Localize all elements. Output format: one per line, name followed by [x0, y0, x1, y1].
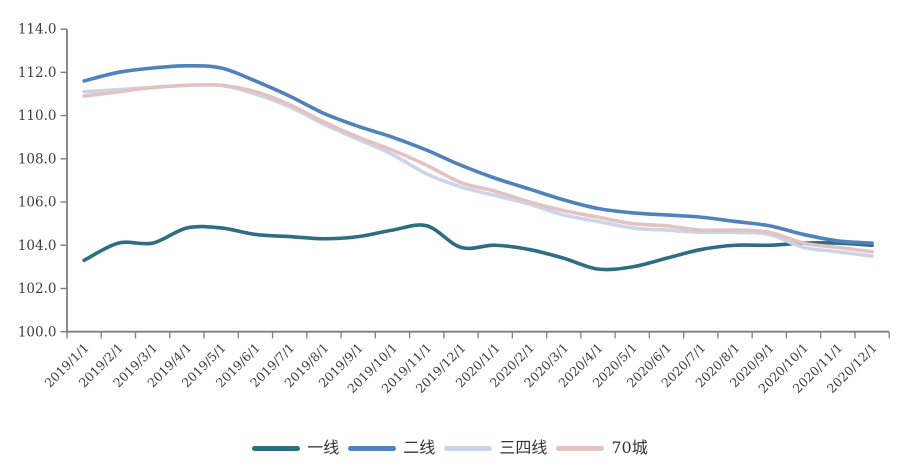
legend-label-tier34: 三四线: [499, 438, 548, 457]
y-axis-label: 100.0: [18, 324, 57, 340]
y-axis-label: 112.0: [18, 65, 57, 81]
legend-label-cities70: 70城: [611, 438, 648, 457]
legend-swatch-tier1: [252, 445, 301, 451]
legend-label-tier2: 二线: [403, 438, 436, 457]
series-line-tier2: [82, 64, 874, 245]
legend-item-tier1: 一线: [252, 440, 339, 456]
y-axis-label: 106.0: [18, 195, 57, 211]
chart-legend: 一线 二线 三四线 70城: [0, 437, 900, 459]
legend-swatch-tier2: [348, 445, 397, 451]
series-line-tier1: [82, 223, 874, 272]
y-axis-label: 110.0: [18, 108, 57, 124]
legend-swatch-tier34: [444, 445, 493, 451]
y-axis-label: 114.0: [18, 22, 57, 38]
legend-item-tier34: 三四线: [444, 440, 547, 456]
y-axis-label: 108.0: [18, 151, 57, 167]
series-line-cities70: [82, 82, 874, 254]
legend-item-tier2: 二线: [348, 440, 435, 456]
y-axis-label: 102.0: [18, 281, 57, 297]
y-axis-label: 104.0: [18, 238, 57, 254]
legend-item-cities70: 70城: [556, 438, 648, 457]
legend-swatch-cities70: [556, 445, 605, 451]
legend-label-tier1: 一线: [307, 438, 340, 457]
